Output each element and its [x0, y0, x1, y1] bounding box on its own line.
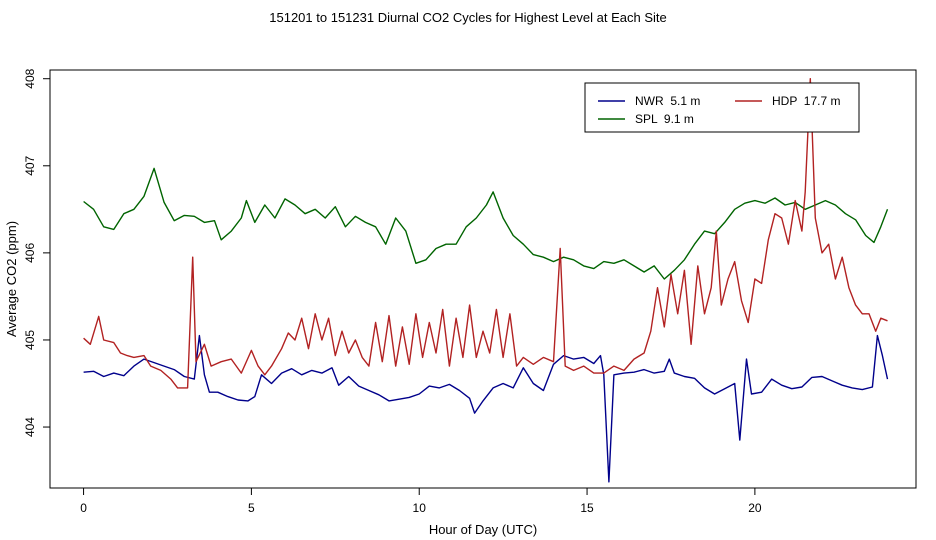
y-axis: 404 405 406 407 408	[23, 68, 50, 437]
legend: NWR 5.1 m SPL 9.1 m HDP 17.7 m	[584, 82, 860, 133]
y-tick-label: 405	[23, 330, 37, 350]
plot-frame	[49, 69, 917, 489]
x-tick-label: 15	[580, 501, 594, 515]
legend-label-2: HDP 17.7 m	[772, 94, 840, 108]
series-lines	[83, 77, 889, 483]
y-tick-label: 406	[23, 243, 37, 263]
y-axis-label: Average CO2 (ppm)	[4, 221, 19, 337]
legend-label-0: NWR 5.1 m	[635, 94, 700, 108]
y-tick-label: 404	[23, 417, 37, 437]
chart-title: 151201 to 151231 Diurnal CO2 Cycles for …	[269, 10, 666, 25]
legend-box	[584, 82, 860, 133]
x-tick-label: 0	[80, 501, 87, 515]
series-line-2	[83, 77, 888, 389]
series-line-0	[83, 334, 889, 483]
series-line-1	[83, 167, 889, 280]
x-tick-label: 10	[413, 501, 427, 515]
y-tick-label: 407	[23, 155, 37, 175]
x-axis-label: Hour of Day (UTC)	[429, 522, 537, 537]
x-axis: 0 5 10 15 20	[80, 488, 762, 515]
x-tick-label: 20	[748, 501, 762, 515]
legend-label-1: SPL 9.1 m	[635, 112, 694, 126]
x-tick-label: 5	[248, 501, 255, 515]
y-tick-label: 408	[23, 68, 37, 88]
